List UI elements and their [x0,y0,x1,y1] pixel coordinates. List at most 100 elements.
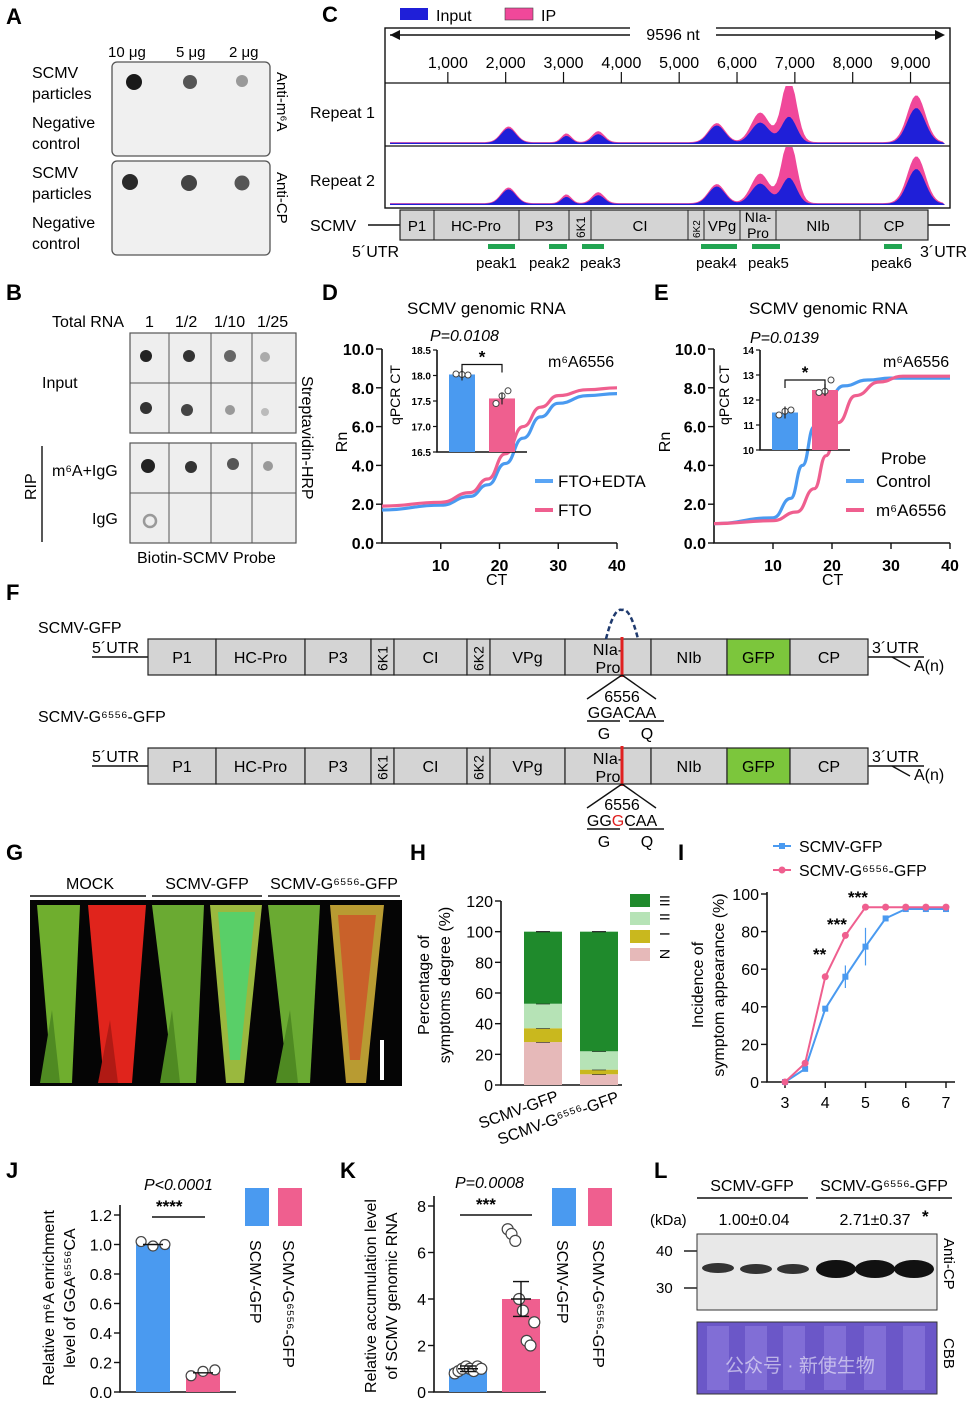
peak3-label: peak3 [580,255,621,272]
legend-h-i: I [657,932,673,936]
poly-a: A(n) [914,658,944,675]
legend-input-swatch [400,8,428,20]
xtick: 3 [781,1095,790,1112]
inset-point [815,389,823,396]
point-mut [942,903,950,911]
marker-40: 40 [656,1243,673,1260]
gene-box [564,747,652,785]
panel-label-c: C [322,2,338,27]
legend-i-mut: SCMV-G⁶⁵⁵⁶-GFP [799,863,927,880]
panel-label-h: H [410,840,426,865]
inset-ytick: 17.5 [412,397,432,408]
ytick: 80 [475,955,493,972]
gene-label: NIb [677,759,702,776]
genome-tick-label: 1,000 [428,55,468,72]
stack-N [580,1074,618,1085]
title-e: SCMV genomic RNA [749,299,908,318]
ylabel-j-2: level of GGA⁶⁵⁵⁶CA [62,1228,79,1368]
xtick: 40 [941,558,959,575]
ytick: 20 [741,1037,759,1054]
input-coverage [390,108,945,144]
gene-label: P1 [172,759,192,776]
utr3-c: 3´UTR [920,244,967,261]
inset-point [827,376,835,384]
ylabel-e: Rn [657,432,674,452]
gene-box [215,747,306,785]
ytick: 0.2 [90,1356,112,1373]
ytick: 20 [475,1047,493,1064]
ylabel-d: Rn [334,432,351,452]
length-label: 9596 nt [646,27,700,44]
xtick: 20 [823,558,841,575]
western-blot [696,1233,938,1311]
ytick: 40 [475,1017,493,1034]
ytick: 100 [466,925,493,942]
point-wt [882,915,889,922]
xtick: 6 [901,1095,910,1112]
gene-box [215,638,306,676]
inset-star: * [802,363,809,382]
xtick: 10 [764,558,782,575]
data-point [509,1234,522,1247]
data-point [147,1240,159,1252]
ylabel-j-1: Relative m⁶A enrichment [41,1210,58,1386]
legend-j-mut: SCMV-G⁶⁵⁵⁶-GFP [279,1240,296,1368]
gene-nib: NIb [806,218,829,235]
point-mut [801,1059,809,1067]
codon-q-wt: Q [641,726,653,743]
ytick: 0.8 [90,1267,112,1284]
legend-h-iii: III [657,895,673,907]
data-point [528,1316,541,1329]
codon-q-mut: Q [641,834,653,851]
ylabel-h-2: symptoms degree (%) [437,907,454,1064]
panel-label-j: J [6,1158,18,1183]
gene-box [789,747,869,785]
ytick: 6.0 [352,420,374,437]
gene-box [393,747,468,785]
pos-6556-mut: 6556 [604,797,640,814]
legend-input: Input [436,8,472,25]
dilution-1: 1 [145,314,154,331]
panel-h: H Percentage of symptoms degree (%) 1201… [410,840,673,1149]
inset-ytick: 12 [743,396,755,407]
star-i-2: *** [827,915,847,934]
utr5: 5´UTR [92,749,139,766]
legend-j-swatch-wt [245,1188,269,1226]
amount-5: 5 μg [176,44,206,61]
dot-a2-3 [234,175,250,191]
pos-6556-wt: 6556 [604,689,640,706]
rip-label: RIP [23,473,40,500]
legend-e-title: Probe [881,449,926,468]
gene-label: VPg [512,759,542,776]
amount-10: 10 μg [108,44,146,61]
panel-label-l: L [654,1158,667,1183]
group-scmv-mut: SCMV-G⁶⁵⁵⁶-GFP [270,876,398,893]
utr3: 3´UTR [872,640,919,657]
genome-label: SCMV [310,218,357,235]
legend-k-wt: SCMV-GFP [553,1240,570,1324]
ylabel-k-1: Relative accumulation level [363,1199,380,1393]
gene-label: VPg [512,650,542,667]
inset-point [787,406,795,414]
stack-III [580,931,618,1052]
panel-label-f: F [6,580,19,605]
gene-label: P3 [328,759,348,776]
probe-label: Biotin-SCMV Probe [137,550,276,567]
panel-label-i: I [678,840,684,865]
row-m6a-igg: m⁶A+IgG [52,463,118,480]
marker-30: 30 [656,1280,673,1297]
ytick: 0.0 [352,536,374,553]
dot-a2-2 [181,175,197,191]
gene-pro: Pro [747,225,769,241]
ytick: 10.0 [343,342,374,359]
stack-III [524,931,562,1004]
dot-a2-1 [122,174,138,190]
genome-tick-label: 9,000 [891,55,931,72]
inset-ytick: 11 [743,421,754,432]
pval-e: P=0.0139 [750,330,819,347]
stack-I [580,1069,618,1075]
ytick: 0 [484,1078,493,1095]
gene-box [726,747,791,785]
ytick: 0.0 [684,536,706,553]
gene-label: CP [818,650,840,667]
